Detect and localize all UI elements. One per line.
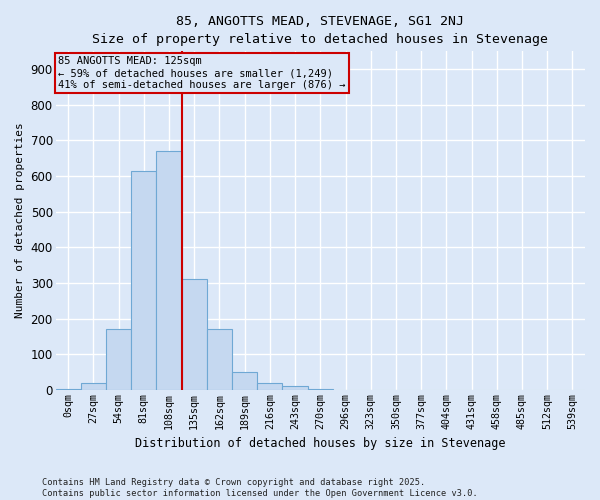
Bar [207,330,232,390]
Bar [283,386,308,390]
Title: 85, ANGOTTS MEAD, STEVENAGE, SG1 2NJ
Size of property relative to detached house: 85, ANGOTTS MEAD, STEVENAGE, SG1 2NJ Siz… [92,15,548,46]
Y-axis label: Number of detached properties: Number of detached properties [15,122,25,318]
Bar [106,330,131,390]
Bar [182,280,207,390]
Bar [81,383,106,390]
Bar [157,151,182,390]
Text: Contains HM Land Registry data © Crown copyright and database right 2025.
Contai: Contains HM Land Registry data © Crown c… [42,478,478,498]
Text: 85 ANGOTTS MEAD: 125sqm
← 59% of detached houses are smaller (1,249)
41% of semi: 85 ANGOTTS MEAD: 125sqm ← 59% of detache… [58,56,346,90]
Bar [56,389,81,390]
Bar [308,389,333,390]
Bar [257,383,283,390]
Bar [232,372,257,390]
X-axis label: Distribution of detached houses by size in Stevenage: Distribution of detached houses by size … [135,437,506,450]
Bar [131,170,157,390]
